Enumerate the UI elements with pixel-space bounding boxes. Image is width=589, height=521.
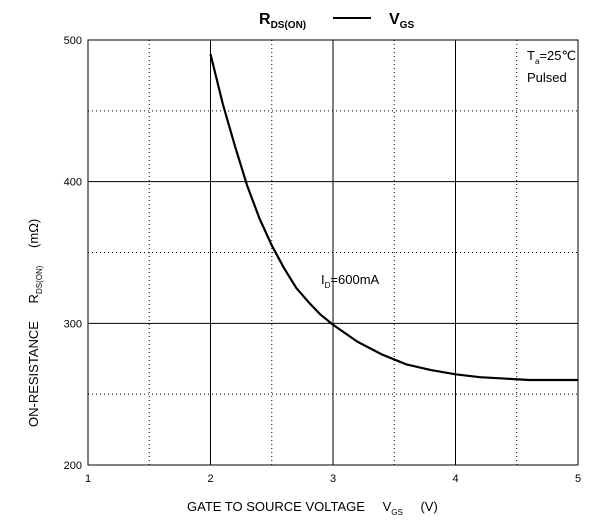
y-tick-label: 400 [64,177,82,189]
curve-label: ID=600mA [321,272,380,290]
y-axis-label: ON-RESISTANCE RDS(ON) (mΩ) [26,219,45,427]
y-tick-label: 300 [64,318,82,330]
condition-pulsed: Pulsed [527,70,567,85]
x-tick-label: 1 [85,473,91,485]
x-tick-label: 3 [330,473,336,485]
series-line [209,53,578,382]
y-tick-label: 500 [64,35,82,47]
x-axis-label: GATE TO SOURCE VOLTAGE VGS (V) [187,499,438,518]
chart-title-left: RDS(ON) [259,11,306,31]
x-tick-label: 4 [452,473,458,485]
grid [88,40,578,465]
chart-title-right: VGS [389,11,414,31]
y-tick-label: 200 [64,460,82,472]
x-tick-label: 2 [207,473,213,485]
condition-temperature: Ta=25℃ [527,48,576,66]
axes: 1 2 3 4 5 200 300 400 500 [64,35,581,485]
x-tick-label: 5 [575,473,581,485]
plot-frame [87,39,579,466]
series [209,53,578,382]
